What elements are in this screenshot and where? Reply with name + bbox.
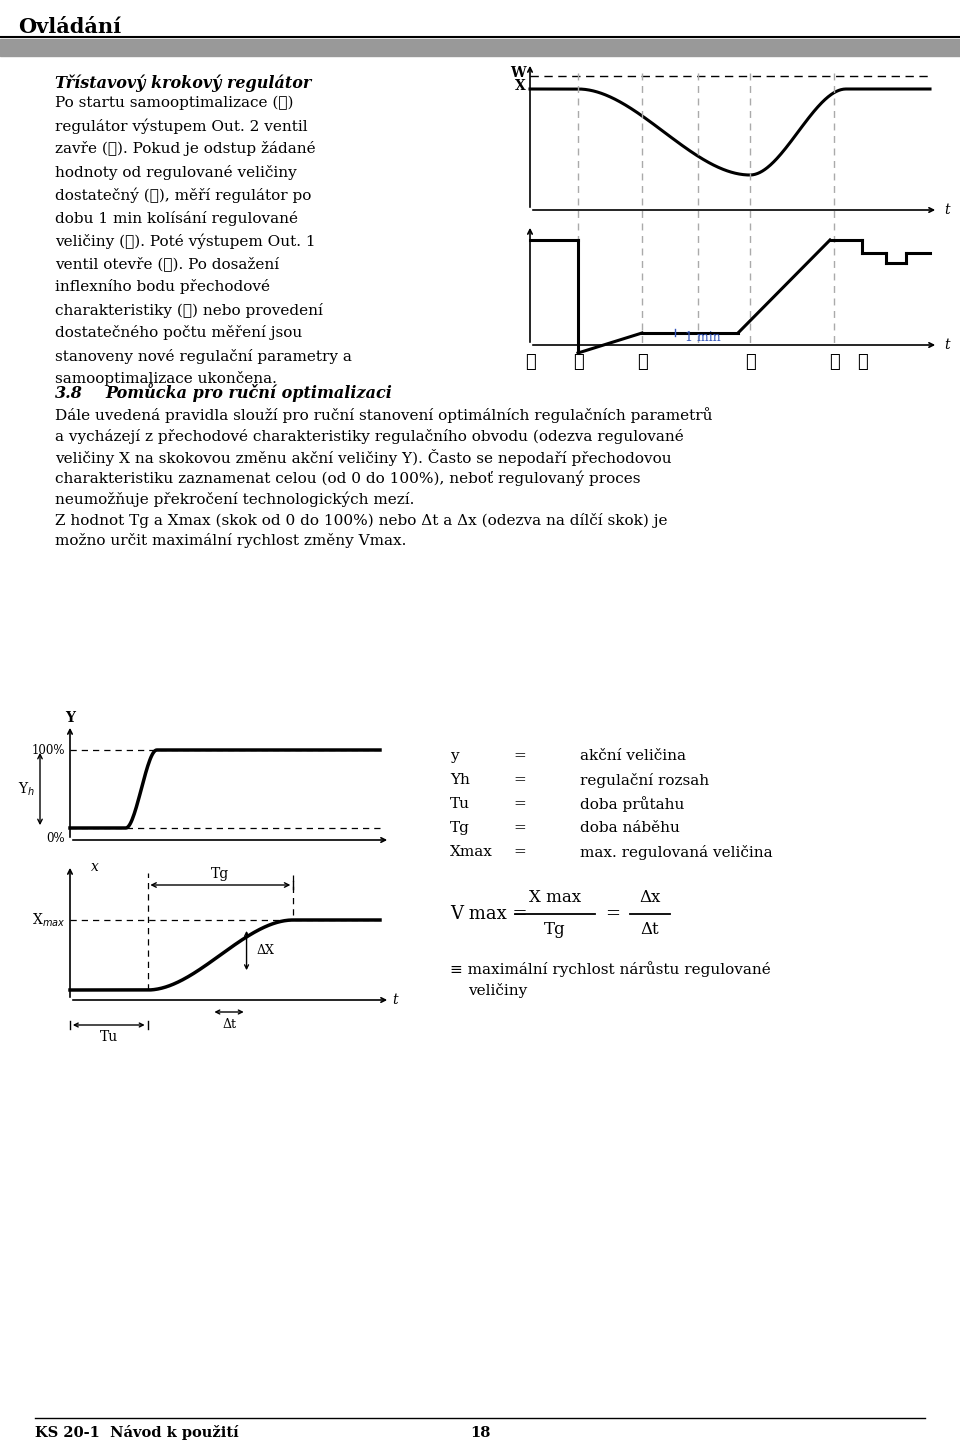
Text: inflexního bodu přechodové: inflexního bodu přechodové xyxy=(55,279,270,295)
Text: =: = xyxy=(514,773,526,788)
Text: Tu: Tu xyxy=(450,796,470,811)
Text: 0%: 0% xyxy=(46,831,65,844)
Text: =: = xyxy=(514,749,526,763)
Text: zavře (❷). Pokud je odstup žádané: zavře (❷). Pokud je odstup žádané xyxy=(55,141,316,157)
Text: Po startu samooptimalizace (❶): Po startu samooptimalizace (❶) xyxy=(55,96,294,111)
Text: neumožňuje překročení technologických mezí.: neumožňuje překročení technologických me… xyxy=(55,491,415,507)
Text: Třístavový krokový regulátor: Třístavový krokový regulátor xyxy=(55,75,311,92)
Text: samooptimalizace ukončena.: samooptimalizace ukončena. xyxy=(55,372,276,386)
Text: ①: ① xyxy=(524,353,536,372)
Text: ③: ③ xyxy=(636,353,647,372)
Text: Y$_h$: Y$_h$ xyxy=(18,780,35,798)
Text: akční veličina: akční veličina xyxy=(580,749,686,763)
Text: ⑥: ⑥ xyxy=(856,353,868,372)
Text: Tu: Tu xyxy=(100,1030,118,1044)
Text: doba průtahu: doba průtahu xyxy=(580,796,684,812)
Text: ≡ maximální rychlost nárůstu regulované: ≡ maximální rychlost nárůstu regulované xyxy=(450,960,771,976)
Text: ④: ④ xyxy=(745,353,756,372)
Text: =: = xyxy=(514,796,526,811)
Text: =: = xyxy=(514,821,526,835)
Text: 3.8: 3.8 xyxy=(55,384,83,402)
Text: ventil otevře (❺). Po dosažení: ventil otevře (❺). Po dosažení xyxy=(55,256,279,271)
Text: a vycházejí z přechodové charakteristiky regulačního obvodu (odezva regulované: a vycházejí z přechodové charakteristiky… xyxy=(55,429,684,444)
Text: stanoveny nové regulační parametry a: stanoveny nové regulační parametry a xyxy=(55,348,352,363)
Text: dostatečného počtu měření jsou: dostatečného počtu měření jsou xyxy=(55,325,302,340)
Text: X max: X max xyxy=(529,890,581,907)
Text: 1 min: 1 min xyxy=(685,331,721,344)
Text: Δx: Δx xyxy=(639,890,660,907)
Text: Tg: Tg xyxy=(450,821,469,835)
Text: =: = xyxy=(606,904,620,923)
Text: Z hodnot Tg a Xmax (skok od 0 do 100%) nebo Δt a Δx (odezva na dílčí skok) je: Z hodnot Tg a Xmax (skok od 0 do 100%) n… xyxy=(55,513,667,527)
Text: max. regulovaná veličina: max. regulovaná veličina xyxy=(580,844,773,860)
Bar xyxy=(0,39,960,56)
Text: hodnoty od regulované veličiny: hodnoty od regulované veličiny xyxy=(55,164,297,180)
Text: ②: ② xyxy=(572,353,584,372)
Text: KS 20-1  Návod k použití: KS 20-1 Návod k použití xyxy=(35,1426,239,1440)
Text: ⑤: ⑤ xyxy=(828,353,839,372)
Text: možno určit maximální rychlost změny Vmax.: možno určit maximální rychlost změny Vma… xyxy=(55,533,406,549)
Text: Dále uvedená pravidla slouží pro ruční stanovení optimálních regulačních paramet: Dále uvedená pravidla slouží pro ruční s… xyxy=(55,408,712,423)
Text: Δt: Δt xyxy=(222,1018,236,1031)
Text: t: t xyxy=(392,994,397,1007)
Text: Δt: Δt xyxy=(640,922,660,939)
Text: X: X xyxy=(516,79,526,94)
Text: V max =: V max = xyxy=(450,904,527,923)
Text: Tg: Tg xyxy=(211,867,229,881)
Text: ΔX: ΔX xyxy=(256,945,275,958)
Text: 18: 18 xyxy=(469,1426,491,1440)
Text: veličiny (❹). Poté výstupem Out. 1: veličiny (❹). Poté výstupem Out. 1 xyxy=(55,233,316,249)
Text: y: y xyxy=(450,749,459,763)
Text: regulátor výstupem Out. 2 ventil: regulátor výstupem Out. 2 ventil xyxy=(55,118,307,134)
Text: x: x xyxy=(91,860,99,874)
Text: charakteristiky (❻) nebo provedení: charakteristiky (❻) nebo provedení xyxy=(55,302,323,317)
Text: doba náběhu: doba náběhu xyxy=(580,821,680,835)
Text: Tg: Tg xyxy=(544,922,565,939)
Text: Xmax: Xmax xyxy=(450,845,492,860)
Text: charakteristiku zaznamenat celou (od 0 do 100%), neboť regulovaný proces: charakteristiku zaznamenat celou (od 0 d… xyxy=(55,471,640,485)
Text: X$_{max}$: X$_{max}$ xyxy=(32,912,65,929)
Text: Pomůcka pro ruční optimalizaci: Pomůcka pro ruční optimalizaci xyxy=(105,383,392,403)
Text: Ovládání: Ovládání xyxy=(18,17,121,37)
Text: Yh: Yh xyxy=(450,773,469,788)
Text: dostatečný (❸), měří regulátor po: dostatečný (❸), měří regulátor po xyxy=(55,187,311,203)
Text: =: = xyxy=(514,845,526,860)
Text: veličiny X na skokovou změnu akční veličiny Y). Často se nepodaří přechodovou: veličiny X na skokovou změnu akční velič… xyxy=(55,448,672,465)
Text: t: t xyxy=(944,203,949,217)
Text: t: t xyxy=(944,338,949,351)
Text: 100%: 100% xyxy=(32,743,65,756)
Text: veličiny: veličiny xyxy=(468,984,527,998)
Text: Y: Y xyxy=(65,711,75,724)
Text: W: W xyxy=(511,66,526,81)
Text: regulační rozsah: regulační rozsah xyxy=(580,772,709,788)
Text: dobu 1 min kolísání regulované: dobu 1 min kolísání regulované xyxy=(55,210,298,226)
